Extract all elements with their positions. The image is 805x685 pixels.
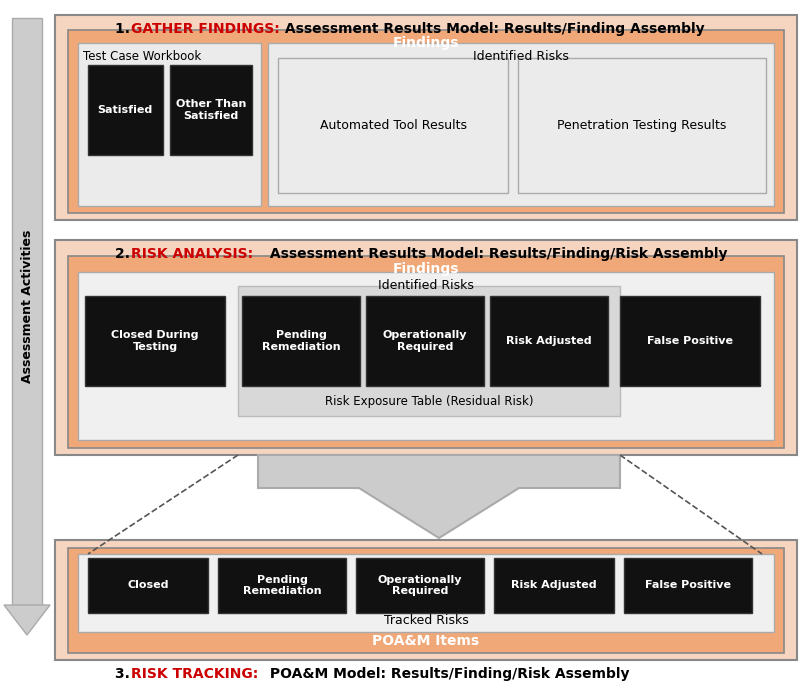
Text: False Positive: False Positive	[645, 580, 731, 590]
Text: Findings: Findings	[393, 262, 459, 276]
Text: Assessment Results Model: Results/Finding Assembly: Assessment Results Model: Results/Findin…	[280, 22, 704, 36]
Text: 3.: 3.	[115, 667, 134, 681]
Bar	[78, 272, 774, 440]
Bar	[85, 296, 225, 386]
Bar	[624, 558, 752, 613]
Bar	[518, 58, 766, 193]
Bar	[238, 286, 620, 416]
Bar	[78, 43, 261, 206]
Bar	[494, 558, 614, 613]
Bar	[68, 256, 784, 448]
Text: Assessment Activities: Assessment Activities	[20, 229, 34, 383]
Bar	[278, 58, 508, 193]
Bar	[620, 296, 760, 386]
Bar	[12, 18, 42, 605]
Bar	[366, 296, 484, 386]
Text: Penetration Testing Results: Penetration Testing Results	[557, 119, 727, 132]
Bar	[88, 558, 208, 613]
Text: POA&M Model: Results/Finding/Risk Assembly: POA&M Model: Results/Finding/Risk Assemb…	[265, 667, 630, 681]
Text: Operationally
Required: Operationally Required	[382, 330, 467, 352]
Text: Identified Risks: Identified Risks	[378, 279, 474, 292]
Bar	[55, 540, 797, 660]
Text: False Positive: False Positive	[647, 336, 733, 346]
Text: Test Case Workbook: Test Case Workbook	[83, 49, 201, 62]
Text: Risk Adjusted: Risk Adjusted	[506, 336, 592, 346]
Bar	[55, 15, 797, 220]
Text: RISK ANALYSIS:: RISK ANALYSIS:	[131, 247, 253, 261]
Bar	[218, 558, 346, 613]
Text: Pending
Remediation: Pending Remediation	[262, 330, 341, 352]
Text: Closed During
Testing: Closed During Testing	[111, 330, 199, 352]
Bar	[490, 296, 608, 386]
Text: Closed: Closed	[127, 580, 169, 590]
Text: Assessment Results Model: Results/Finding/Risk Assembly: Assessment Results Model: Results/Findin…	[265, 247, 728, 261]
Bar	[268, 43, 774, 206]
Text: RISK TRACKING:: RISK TRACKING:	[131, 667, 258, 681]
Bar	[356, 558, 484, 613]
Text: 1.: 1.	[115, 22, 135, 36]
Text: POA&M Items: POA&M Items	[373, 634, 480, 648]
Text: Pending
Remediation: Pending Remediation	[242, 575, 321, 597]
Text: Findings: Findings	[393, 36, 459, 50]
Text: Risk Exposure Table (Residual Risk): Risk Exposure Table (Residual Risk)	[324, 395, 533, 408]
Bar	[88, 65, 163, 155]
Text: Satisfied: Satisfied	[97, 105, 153, 115]
Polygon shape	[258, 455, 620, 538]
Polygon shape	[4, 605, 50, 635]
Bar	[55, 240, 797, 455]
Text: 2.: 2.	[115, 247, 135, 261]
Bar	[68, 30, 784, 213]
Text: Tracked Risks: Tracked Risks	[384, 614, 469, 627]
Text: Automated Tool Results: Automated Tool Results	[320, 119, 467, 132]
Text: Other Than
Satisfied: Other Than Satisfied	[175, 99, 246, 121]
Bar	[170, 65, 252, 155]
Text: Identified Risks: Identified Risks	[473, 49, 569, 62]
Bar	[68, 548, 784, 653]
Bar	[242, 296, 360, 386]
Text: GATHER FINDINGS:: GATHER FINDINGS:	[131, 22, 280, 36]
Text: Operationally
Required: Operationally Required	[378, 575, 462, 597]
Text: Risk Adjusted: Risk Adjusted	[511, 580, 597, 590]
Bar	[78, 554, 774, 632]
